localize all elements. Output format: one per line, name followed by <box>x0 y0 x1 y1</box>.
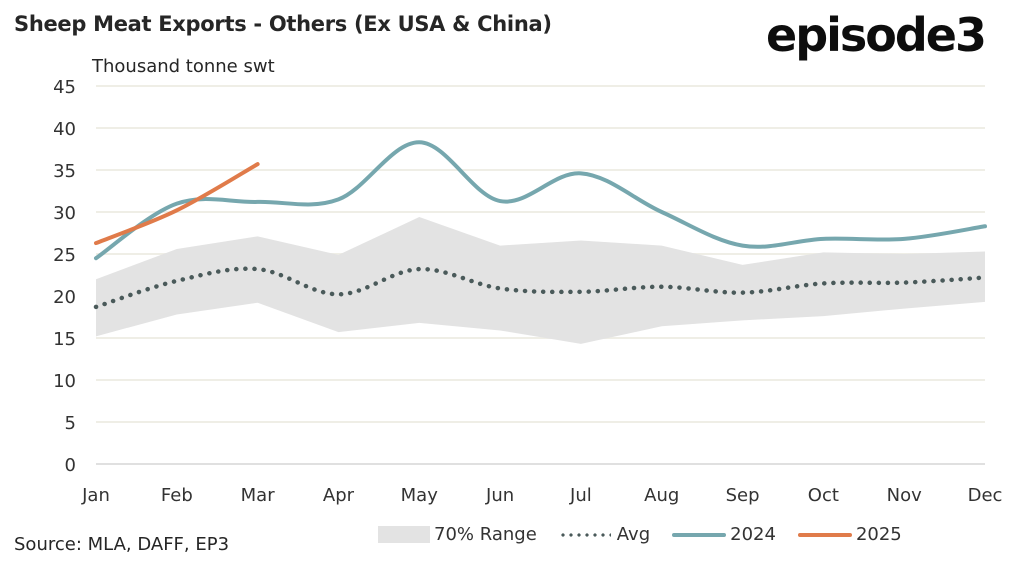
y-tick-label: 35 <box>53 161 76 182</box>
y-axis-unit-label: Thousand tonne swt <box>92 56 275 77</box>
y-tick-label: 20 <box>53 287 76 308</box>
x-tick-label: Oct <box>808 485 839 506</box>
y-tick-label: 25 <box>53 245 76 266</box>
x-tick-label: Dec <box>968 485 1003 506</box>
legend-swatch-2024 <box>672 532 727 537</box>
x-tick-label: Aug <box>644 485 679 506</box>
legend-swatch-range <box>378 526 430 543</box>
x-tick-label: Mar <box>241 485 276 506</box>
y-tick-label: 45 <box>53 77 76 98</box>
legend-label-avg: Avg <box>616 524 651 545</box>
x-tick-label: Nov <box>887 485 922 506</box>
x-tick-label: Feb <box>161 485 193 506</box>
x-tick-label: Jan <box>81 485 110 506</box>
y-tick-label: 40 <box>53 119 76 140</box>
legend-item-avg: Avg <box>558 524 651 545</box>
x-tick-label: May <box>401 485 439 506</box>
x-tick-label: Jul <box>569 485 592 506</box>
series-lines <box>93 140 988 310</box>
legend: 70% Range Avg 2024 2025 <box>378 524 924 545</box>
x-tick-label: Apr <box>323 485 355 506</box>
chart-title: Sheep Meat Exports - Others (Ex USA & Ch… <box>14 12 552 36</box>
y-tick-label: 30 <box>53 203 76 224</box>
episode3-logo: episode3 <box>766 8 987 62</box>
legend-swatch-2025 <box>797 532 852 537</box>
legend-label-2025: 2025 <box>855 524 902 545</box>
y-tick-label: 15 <box>53 329 76 350</box>
legend-label-range: 70% Range <box>434 524 537 545</box>
y-tick-label: 10 <box>53 371 76 392</box>
y-axis: 0 5 10 15 20 25 30 35 40 45 <box>53 77 76 476</box>
legend-label-2024: 2024 <box>730 524 776 545</box>
series-line-2025 <box>94 162 260 246</box>
y-tick-label: 0 <box>65 455 76 476</box>
x-tick-label: Jun <box>485 485 514 506</box>
range-band-area <box>96 217 985 344</box>
series-line-2024 <box>94 140 987 261</box>
legend-item-range: 70% Range <box>378 524 537 545</box>
legend-item-2025: 2025 <box>797 524 902 545</box>
series-line-avg <box>93 266 988 310</box>
x-axis: Jan Feb Mar Apr May Jun Jul Aug Sep Oct Nov Dec <box>81 485 1002 506</box>
legend-swatch-avg <box>558 532 611 537</box>
legend-item-2024: 2024 <box>672 524 776 545</box>
source-note: Source: MLA, DAFF, EP3 <box>14 534 230 555</box>
range-band <box>96 217 985 344</box>
x-tick-label: Sep <box>726 485 760 506</box>
y-tick-label: 5 <box>65 413 76 434</box>
